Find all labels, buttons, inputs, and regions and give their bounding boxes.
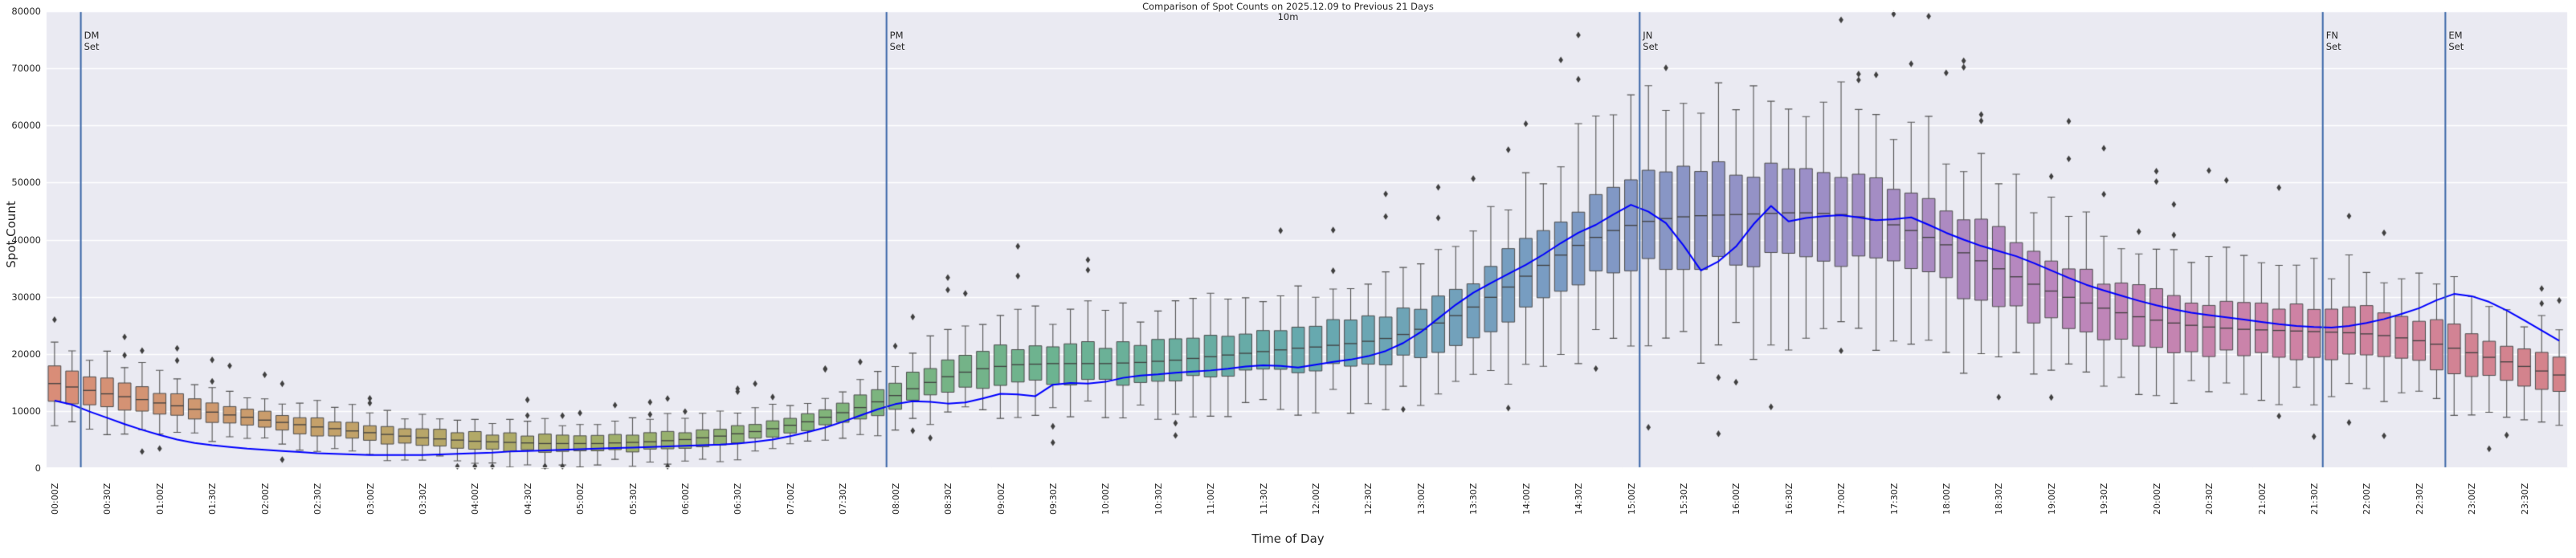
x-tick-label: 20:30Z [2204, 483, 2215, 515]
vline-label-1: PM Set [889, 30, 905, 52]
y-tick-label: 0 [35, 462, 41, 474]
x-tick-label: 17:30Z [1888, 483, 1900, 515]
y-tick-label: 30000 [11, 291, 41, 303]
x-tick-label: 09:00Z [995, 483, 1006, 515]
x-tick-label: 17:00Z [1836, 483, 1847, 515]
x-tick-label: 16:00Z [1731, 483, 1742, 515]
y-tick-label: 60000 [11, 120, 41, 132]
x-tick-label: 03:00Z [365, 483, 376, 515]
x-tick-label: 08:00Z [890, 483, 901, 515]
y-tick-label: 40000 [11, 234, 41, 246]
x-tick-label: 00:00Z [50, 483, 60, 515]
x-tick-label: 04:00Z [470, 483, 481, 515]
x-tick-label: 01:30Z [207, 483, 218, 515]
x-tick-label: 06:00Z [680, 483, 691, 515]
y-tick-label: 80000 [11, 6, 41, 17]
x-tick-label: 09:30Z [1047, 483, 1059, 515]
vline-label-2: JN Set [1643, 30, 1659, 52]
x-tick-label: 10:30Z [1153, 483, 1164, 515]
x-tick-label: 22:30Z [2414, 483, 2425, 515]
x-tick-label: 13:00Z [1415, 483, 1427, 515]
x-tick-label: 07:30Z [838, 483, 849, 515]
y-tick-label: 20000 [11, 348, 41, 360]
x-tick-label: 10:00Z [1100, 483, 1112, 515]
vline-label-3: FN Set [2325, 30, 2341, 52]
x-tick-label: 01:00Z [154, 483, 165, 515]
x-tick-label: 19:00Z [2046, 483, 2057, 515]
x-tick-label: 12:00Z [1311, 483, 1321, 515]
x-tick-label: 14:30Z [1574, 483, 1585, 515]
vline-label-4: EM Set [2448, 30, 2464, 52]
x-tick-label: 07:00Z [785, 483, 796, 515]
x-tick-label: 06:30Z [733, 483, 744, 515]
y-tick-label: 50000 [11, 177, 41, 189]
x-tick-label: 04:30Z [522, 483, 533, 515]
x-tick-label: 02:30Z [312, 483, 324, 515]
x-tick-label: 15:00Z [1626, 483, 1637, 515]
x-tick-label: 21:00Z [2256, 483, 2268, 515]
x-tick-label: 12:30Z [1363, 483, 1374, 515]
x-tick-label: 21:30Z [2309, 483, 2320, 515]
x-tick-label: 18:00Z [1941, 483, 1952, 515]
x-tick-label: 05:00Z [575, 483, 586, 515]
x-tick-label: 22:00Z [2362, 483, 2373, 515]
y-tick-label: 10000 [11, 405, 41, 417]
x-tick-label: 13:30Z [1468, 483, 1480, 515]
x-tick-label: 11:00Z [1206, 483, 1217, 515]
y-tick-label: 70000 [11, 63, 41, 75]
x-tick-label: 16:30Z [1783, 483, 1794, 515]
x-tick-label: 20:00Z [2151, 483, 2162, 515]
x-tick-label: 14:00Z [1521, 483, 1532, 515]
x-tick-label: 00:30Z [102, 483, 113, 515]
x-axis-label: Time of Day [1251, 532, 1325, 546]
x-tick-label: 23:00Z [2467, 483, 2478, 515]
x-tick-label: 23:30Z [2519, 483, 2530, 515]
x-tick-label: 11:30Z [1258, 483, 1269, 515]
x-tick-label: 15:30Z [1678, 483, 1689, 515]
x-tick-label: 02:00Z [259, 483, 271, 515]
x-tick-label: 05:30Z [627, 483, 639, 515]
x-tick-label: 08:30Z [943, 483, 954, 515]
x-tick-label: 03:30Z [417, 483, 428, 515]
x-tick-label: 19:30Z [2099, 483, 2110, 515]
x-tick-label: 18:30Z [1994, 483, 2005, 515]
vline-label-0: DM Set [84, 30, 100, 52]
